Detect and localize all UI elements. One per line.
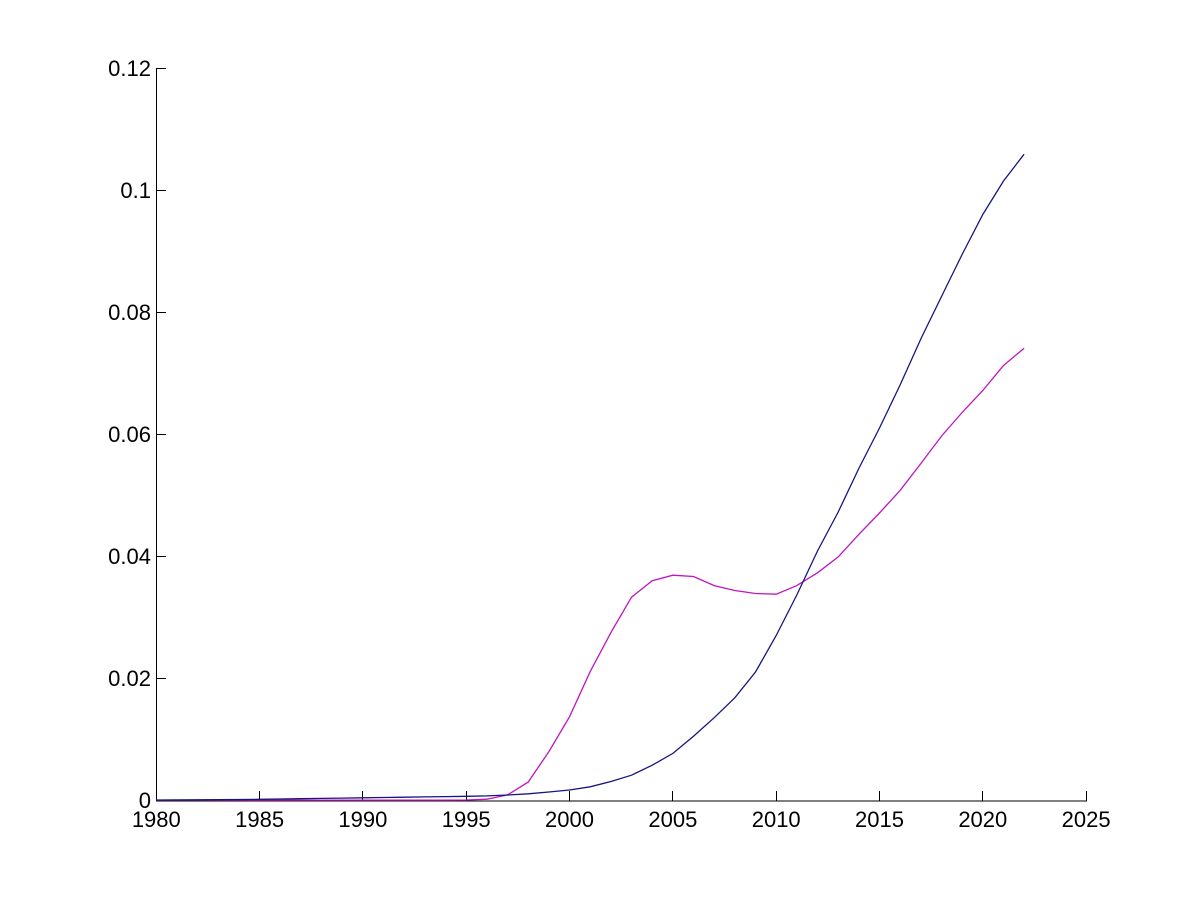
svg-text:1980: 1980 (132, 807, 181, 832)
svg-text:2020: 2020 (958, 807, 1007, 832)
svg-text:1985: 1985 (235, 807, 284, 832)
svg-text:0.1: 0.1 (120, 178, 151, 203)
svg-text:2000: 2000 (545, 807, 594, 832)
svg-text:2005: 2005 (648, 807, 697, 832)
svg-text:2015: 2015 (855, 807, 904, 832)
svg-text:0.02: 0.02 (108, 666, 151, 691)
svg-text:1995: 1995 (442, 807, 491, 832)
svg-text:0.06: 0.06 (108, 422, 151, 447)
svg-text:2010: 2010 (752, 807, 801, 832)
svg-text:0: 0 (139, 788, 151, 813)
svg-text:1990: 1990 (338, 807, 387, 832)
svg-text:0.08: 0.08 (108, 300, 151, 325)
svg-text:0.12: 0.12 (108, 56, 151, 81)
svg-text:2025: 2025 (1062, 807, 1111, 832)
svg-text:0.04: 0.04 (108, 544, 151, 569)
